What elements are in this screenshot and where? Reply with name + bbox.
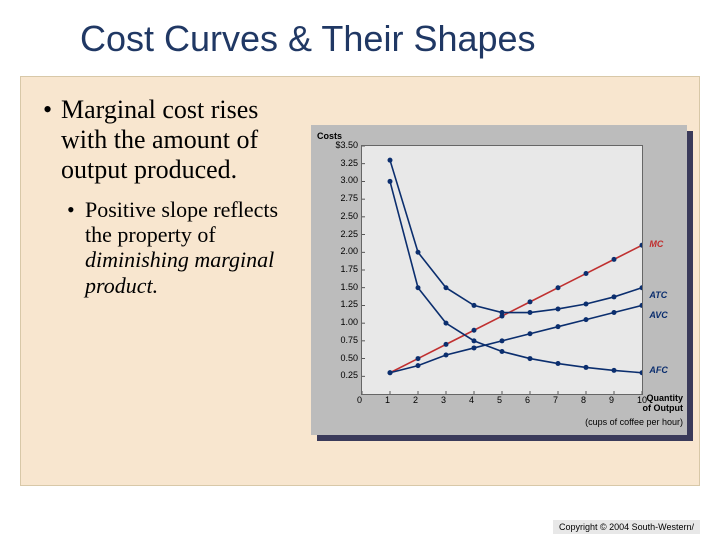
xtick-label: 6	[525, 395, 530, 405]
bullet2-text: Positive slope reflects the property of	[85, 197, 278, 247]
ytick-label: 0.75	[316, 335, 358, 345]
ytick-label: 3.00	[316, 175, 358, 185]
ytick-label: 2.00	[316, 246, 358, 256]
ytick-label: $3.50	[316, 140, 358, 150]
ytick-label: 1.75	[316, 264, 358, 274]
x-axis-title: Quantity of Output	[643, 393, 683, 413]
copyright-footer: Copyright © 2004 South-Western/	[553, 520, 700, 534]
ytick-label: 2.50	[316, 211, 358, 221]
xtick-label: 7	[553, 395, 558, 405]
ytick-label: 1.00	[316, 317, 358, 327]
ytick-label: 3.25	[316, 158, 358, 168]
slide-title: Cost Curves & Their Shapes	[80, 18, 680, 60]
xtick-label: 9	[609, 395, 614, 405]
ytick-label: 1.25	[316, 299, 358, 309]
x-axis-note: (cups of coffee per hour)	[585, 417, 683, 427]
series-label-avc: AVC	[649, 310, 667, 320]
bullet-level2: Positive slope reflects the property of …	[67, 197, 303, 298]
chart-panel: Costs $3.503.253.002.752.502.252.001.751…	[311, 125, 687, 435]
chart-inner: Costs $3.503.253.002.752.502.252.001.751…	[313, 127, 685, 433]
ytick-label: 0.50	[316, 353, 358, 363]
series-label-afc: AFC	[649, 365, 668, 375]
ytick-label: 2.75	[316, 193, 358, 203]
series-label-atc: ATC	[649, 290, 667, 300]
xtick-label: 4	[469, 395, 474, 405]
xtick-label: 3	[441, 395, 446, 405]
x-axis-title-line1: Quantity	[646, 393, 683, 403]
bullet2-italic: diminishing marginal product.	[85, 247, 274, 297]
ytick-label: 0.25	[316, 370, 358, 380]
content-area: Marginal cost rises with the amount of o…	[20, 76, 700, 486]
plot-area	[361, 145, 643, 395]
bullet-level1: Marginal cost rises with the amount of o…	[43, 95, 303, 185]
chart-svg	[362, 146, 642, 394]
xtick-label: 0	[357, 395, 362, 405]
text-column: Marginal cost rises with the amount of o…	[43, 95, 303, 298]
xtick-label: 1	[385, 395, 390, 405]
slide: Cost Curves & Their Shapes Marginal cost…	[0, 0, 720, 540]
ytick-label: 1.50	[316, 282, 358, 292]
ytick-label: 2.25	[316, 229, 358, 239]
title-area: Cost Curves & Their Shapes	[0, 0, 720, 68]
xtick-label: 2	[413, 395, 418, 405]
xtick-label: 8	[581, 395, 586, 405]
series-label-mc: MC	[649, 239, 663, 249]
x-axis-title-line2: of Output	[643, 403, 683, 413]
xtick-label: 5	[497, 395, 502, 405]
